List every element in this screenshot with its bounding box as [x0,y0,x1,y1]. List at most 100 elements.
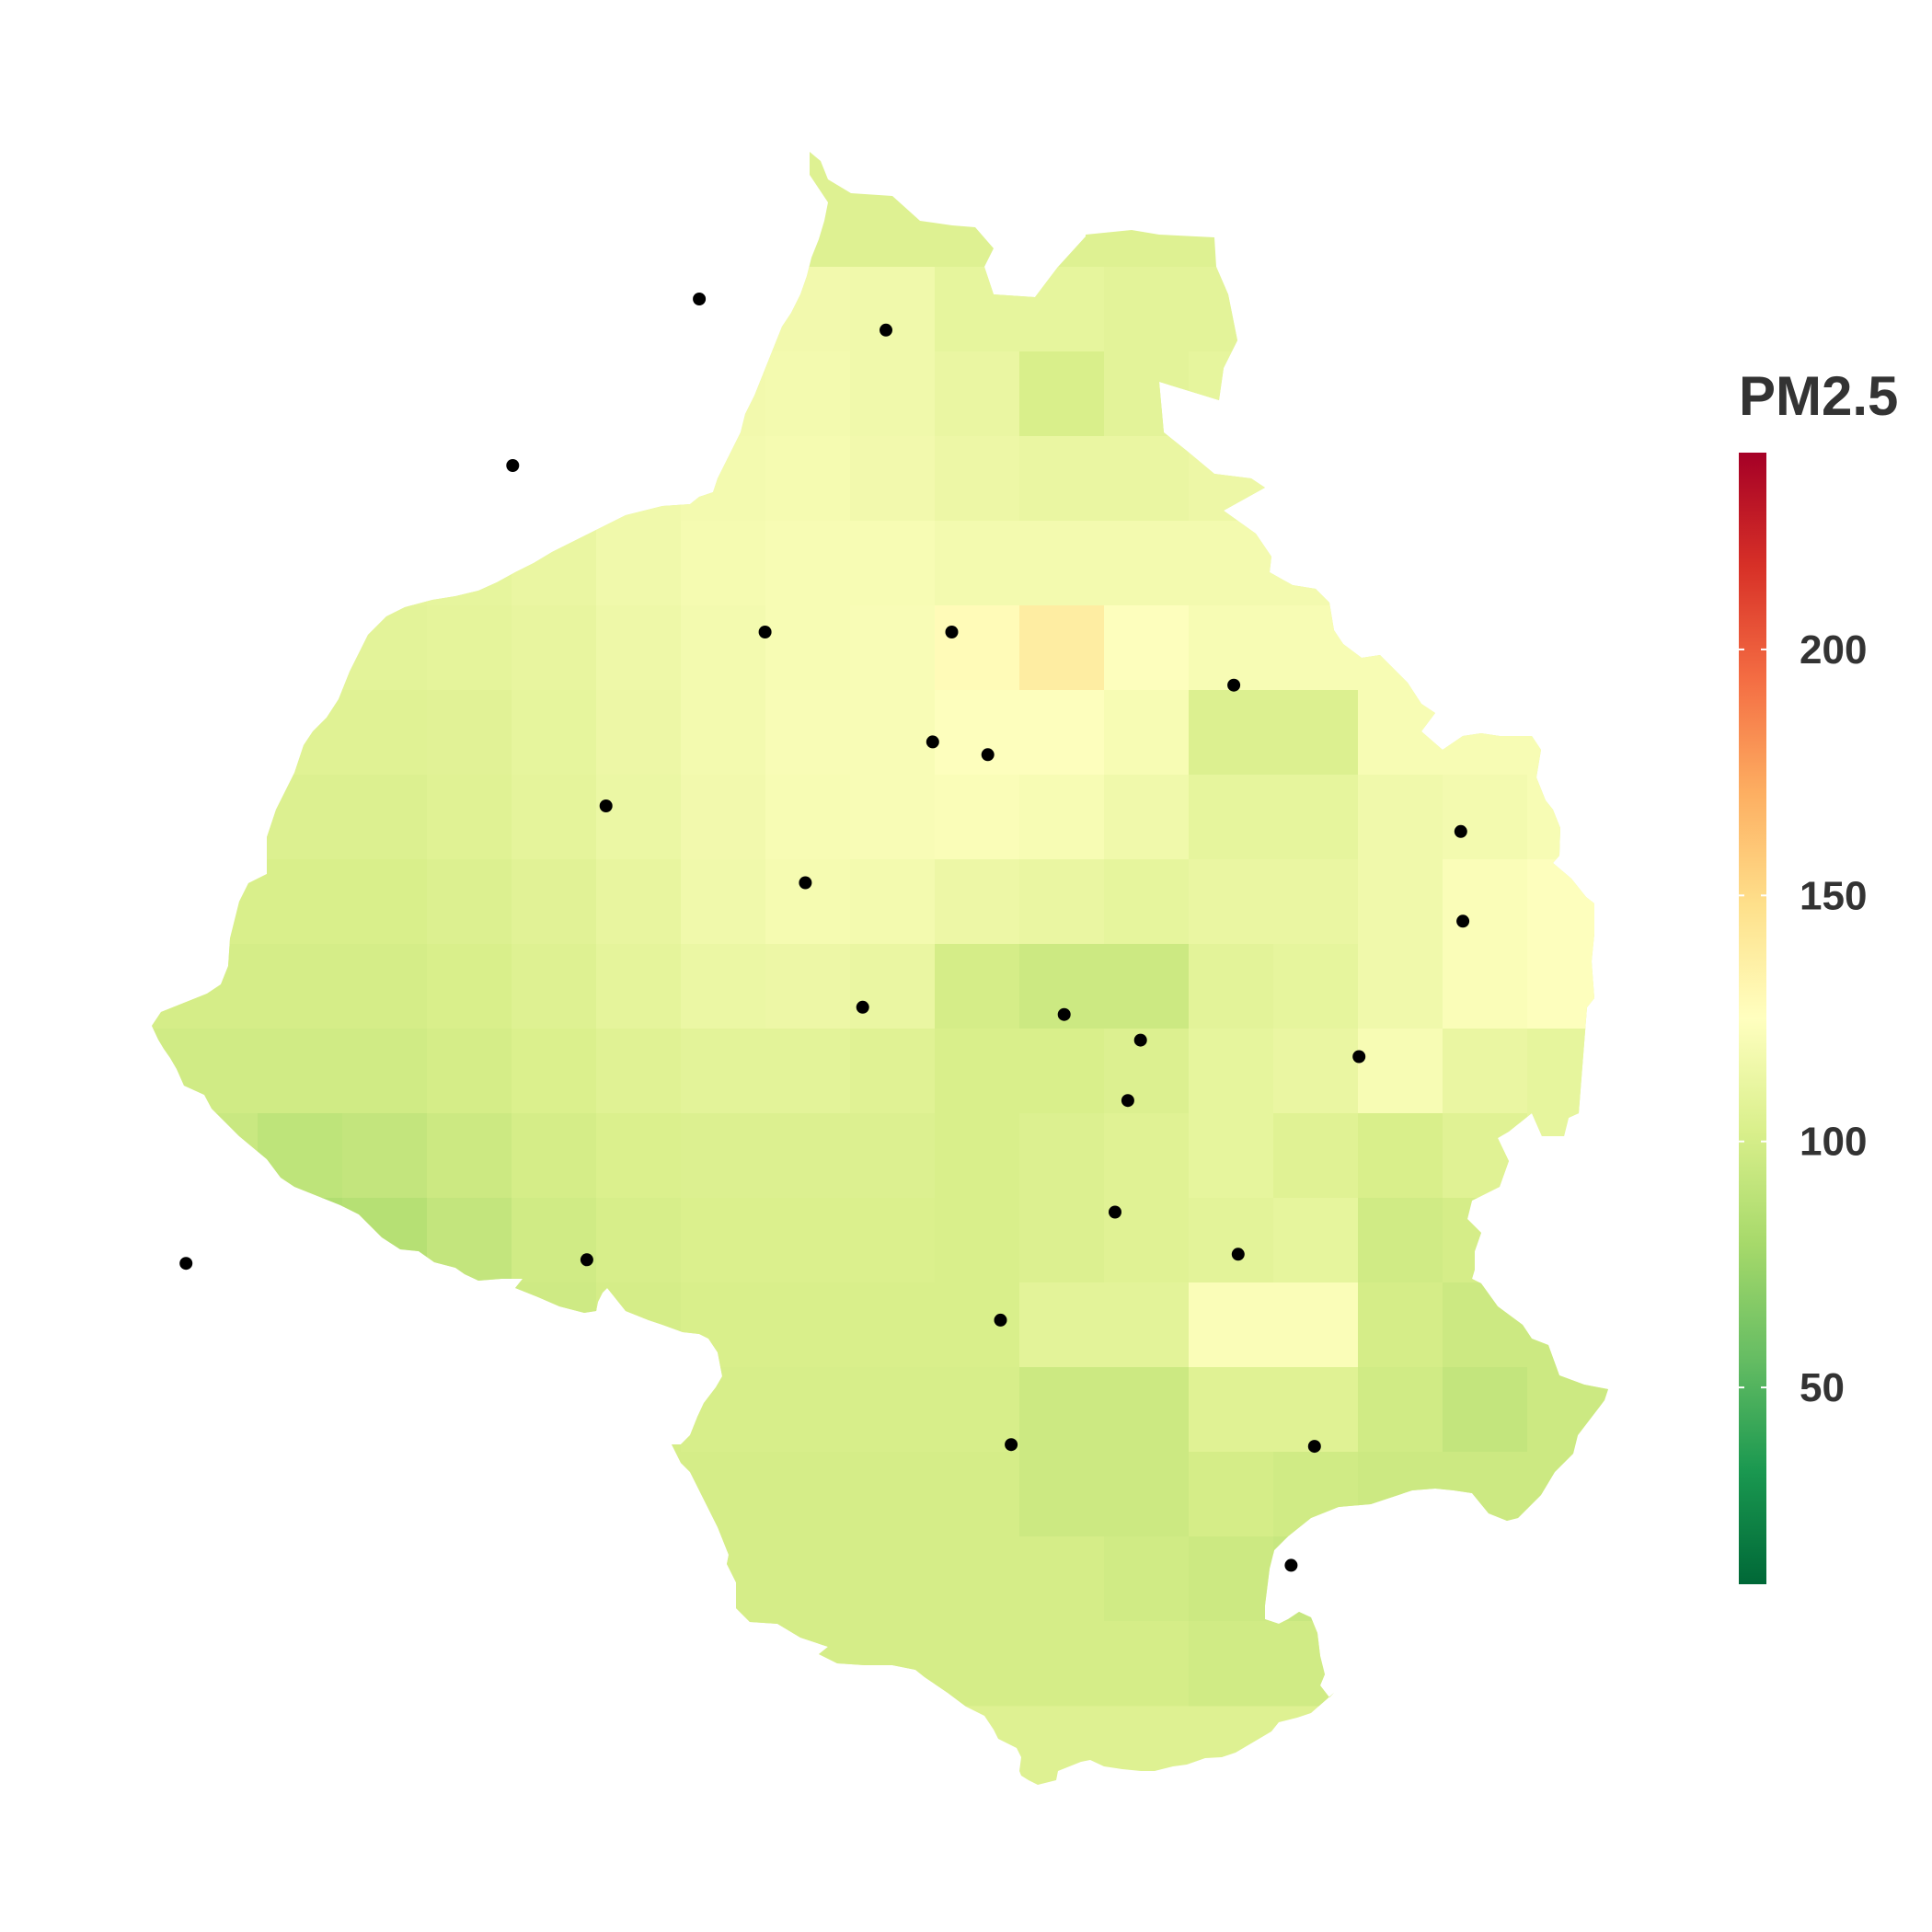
heatmap-cell [1358,351,1443,437]
heatmap-cell [935,775,1020,860]
heatmap-cell [152,605,174,691]
heatmap-cell [935,1029,1020,1114]
heatmap-cell [512,1536,597,1622]
heatmap-cell [596,1452,682,1537]
heatmap-cell [342,1282,428,1368]
heatmap-cell [935,1621,1020,1707]
heatmap-cell [173,1452,259,1537]
heatmap-cell [1443,1621,1528,1707]
heatmap-cell [152,1452,174,1537]
heatmap-cell [258,267,343,352]
heatmap-cell [427,1621,512,1707]
heatmap-cell [1104,944,1190,1029]
heatmap-cell [173,436,259,522]
heatmap-cell [935,1452,1020,1537]
heatmap-cell [1443,1367,1528,1453]
station-point [1133,1033,1147,1047]
heatmap-cell [681,1621,766,1707]
heatmap-cell [1189,1367,1274,1453]
heatmap-cell [1358,267,1443,352]
heatmap-cell [596,1198,682,1283]
heatmap-cell [765,521,851,606]
heatmap-cell [596,521,682,606]
heatmap-cell [512,690,597,776]
heatmap-cell [1104,1621,1190,1707]
heatmap-cell [765,1282,851,1368]
heatmap-cell [1443,605,1528,691]
heatmap-cell [512,605,597,691]
heatmap-cell [152,775,174,860]
heatmap-cell [173,775,259,860]
heatmap-cell [1019,775,1105,860]
heatmap-cell [427,1029,512,1114]
heatmap-cell [1104,605,1190,691]
station-point [1454,824,1467,838]
heatmap-cell [258,351,343,437]
station-point [1307,1440,1321,1454]
heatmap-cell [173,1536,259,1622]
station-point [758,626,772,638]
heatmap-cell [427,1536,512,1622]
heatmap-cell [1273,605,1359,691]
heatmap-cell [173,521,259,606]
station-point [693,293,707,305]
heatmap-cell [258,521,343,606]
heatmap-cell [1273,1536,1359,1622]
heatmap-cell [935,1536,1020,1622]
station-point [994,1313,1007,1327]
heatmap-cell [1019,1367,1105,1453]
heatmap-cell [681,775,766,860]
heatmap-cell [765,690,851,776]
heatmap-cell [1189,351,1274,437]
heatmap-cell [850,605,936,691]
heatmap-cell [1443,859,1528,945]
heatmap-cell [1104,859,1190,945]
heatmap-cell [1358,1452,1443,1537]
heatmap-cell [427,1367,512,1453]
heatmap-cell [1189,944,1274,1029]
heatmap-cell [1358,1536,1443,1622]
heatmap-cell [258,1452,343,1537]
heatmap-cell [342,859,428,945]
heatmap-cell [342,944,428,1029]
heatmap-cell [935,436,1020,522]
heatmap-cell [850,775,936,860]
heatmap-cell [1189,1113,1274,1199]
heatmap-cell [850,1367,936,1453]
heatmap-cell [596,1621,682,1707]
heatmap-cell [1443,944,1528,1029]
heatmap-cell [1358,1367,1443,1453]
heatmap-cell [342,267,428,352]
legend-tick-label: 150 [1800,873,1867,918]
heatmap-cell [1273,1621,1359,1707]
heatmap-cell [1443,1536,1528,1622]
station-point [799,876,812,890]
heatmap-cell [935,1367,1020,1453]
heatmap-cell [427,859,512,945]
heatmap-cell [1273,1198,1359,1283]
heatmap-cell [850,1452,936,1537]
station-point [1352,1050,1366,1064]
heatmap-cell [1019,436,1105,522]
heatmap-cell [1019,351,1105,437]
heatmap-cell [512,1621,597,1707]
heatmap-cell [850,351,936,437]
heatmap-cell [1104,436,1190,522]
station-point [1231,1248,1245,1261]
heatmap-cell [1273,267,1359,352]
heatmap-cell [1443,690,1528,776]
heatmap-cell [258,605,343,691]
station-point [981,748,995,762]
heatmap-cell [765,351,851,437]
heatmap-cell [765,605,851,691]
heatmap-cell [512,267,597,352]
heatmap-cell [850,521,936,606]
heatmap-cell [1443,1113,1528,1199]
heatmap-cell [850,1113,936,1199]
heatmap-cell [850,1621,936,1707]
heatmap-cell [258,1367,343,1453]
heatmap-cell [681,1282,766,1368]
color-legend: PM2.5 50 100 150 200 [1739,365,1898,1584]
heatmap-cell [1443,1029,1528,1114]
heatmap-cell [681,521,766,606]
